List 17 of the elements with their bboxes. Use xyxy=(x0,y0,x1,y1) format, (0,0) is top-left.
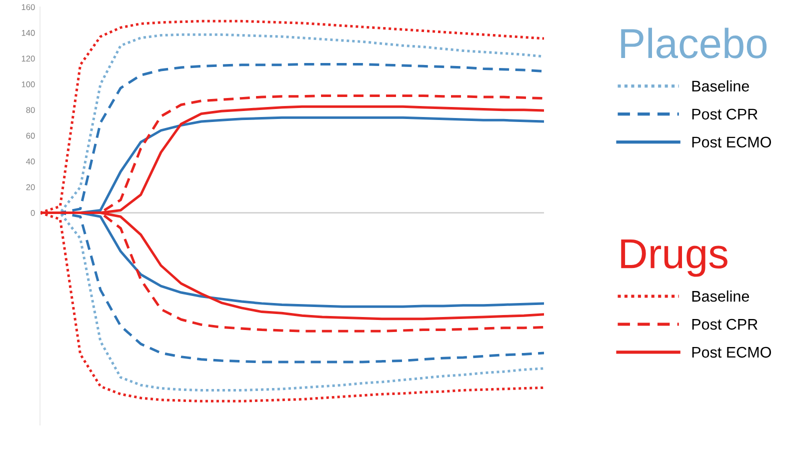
text: Drugs xyxy=(621,239,728,277)
y-tick-label: 40 xyxy=(26,158,35,164)
text: Placebo xyxy=(621,28,767,58)
legend-label: Post CPR xyxy=(692,108,758,120)
y-tick-label: 80 xyxy=(26,107,35,113)
legend-label: Post ECMO xyxy=(692,346,771,358)
y-tick-label: 60 xyxy=(26,132,35,139)
y-tick-label: 140 xyxy=(22,30,35,36)
legend-label: Post ECMO xyxy=(692,136,771,148)
legend-label: Baseline xyxy=(692,80,750,92)
y-tick-label: 0 xyxy=(30,210,35,216)
y-tick-label: 100 xyxy=(22,81,35,88)
legend-label: Post CPR xyxy=(692,318,758,330)
y-tick-label: 20 xyxy=(26,184,35,190)
y-tick-label: 160 xyxy=(22,4,35,10)
y-tick-label: 120 xyxy=(22,56,35,62)
legend-label: Baseline xyxy=(692,290,750,302)
